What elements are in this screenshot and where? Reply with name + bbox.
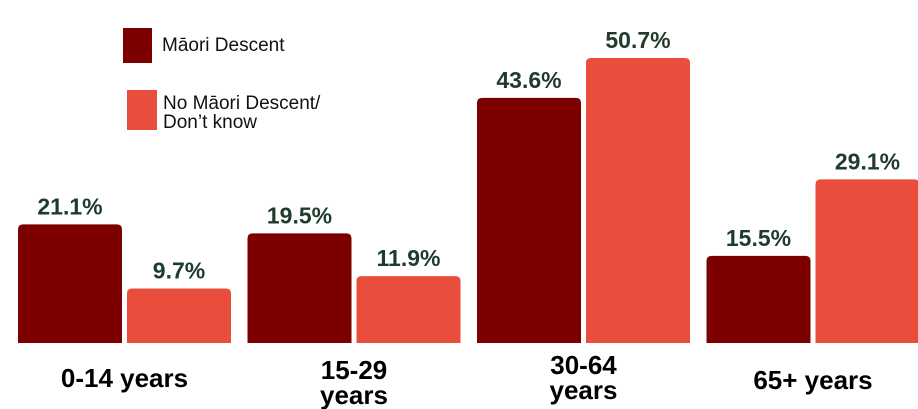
bar [356, 276, 461, 343]
value-label: 21.1% [37, 193, 102, 219]
value-label: 50.7% [605, 27, 670, 53]
x-tick-label: 15-29 years [320, 355, 388, 409]
bar [18, 224, 122, 343]
x-tick-label: 65+ years [753, 365, 873, 395]
value-label: 19.5% [267, 202, 332, 228]
bar [586, 58, 690, 343]
value-label: 15.5% [726, 225, 791, 251]
bar [127, 288, 231, 343]
value-label: 43.6% [496, 67, 561, 93]
x-tick-label: 30-64 years [549, 350, 618, 405]
bar [247, 233, 352, 343]
value-label: 11.9% [377, 245, 441, 271]
bar [706, 255, 811, 343]
legend-swatch [123, 28, 152, 63]
value-label: 29.1% [835, 148, 900, 174]
bar [477, 97, 581, 343]
legend-label: No Māori Descent/ Don’t know [163, 93, 321, 133]
legend-label: Māori Descent [162, 35, 285, 56]
legend-swatch [127, 90, 157, 130]
x-tick-label: 0-14 years [60, 363, 189, 393]
bar [815, 179, 918, 343]
value-label: 9.7% [153, 257, 205, 283]
